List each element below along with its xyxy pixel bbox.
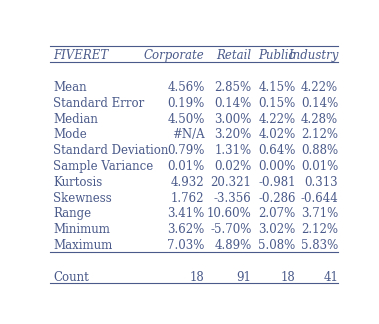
- Text: 3.71%: 3.71%: [301, 207, 338, 220]
- Text: 0.15%: 0.15%: [258, 97, 296, 110]
- Text: 0.01%: 0.01%: [301, 160, 338, 173]
- Text: 4.22%: 4.22%: [301, 81, 338, 94]
- Text: Standard Error: Standard Error: [53, 97, 144, 110]
- Text: 3.62%: 3.62%: [167, 223, 205, 236]
- Text: 10.60%: 10.60%: [207, 207, 252, 220]
- Text: 4.50%: 4.50%: [167, 112, 205, 125]
- Text: #N/A: #N/A: [172, 128, 205, 141]
- Text: 0.01%: 0.01%: [167, 160, 205, 173]
- Text: 2.07%: 2.07%: [258, 207, 296, 220]
- Text: 5.08%: 5.08%: [258, 239, 296, 252]
- Text: Range: Range: [53, 207, 91, 220]
- Text: 18: 18: [190, 271, 205, 284]
- Text: 3.20%: 3.20%: [214, 128, 252, 141]
- Text: Mode: Mode: [53, 128, 87, 141]
- Text: 20.321: 20.321: [211, 176, 252, 189]
- Text: 1.762: 1.762: [171, 191, 205, 204]
- Text: 7.03%: 7.03%: [167, 239, 205, 252]
- Text: FIVERET: FIVERET: [53, 49, 108, 62]
- Text: Sample Variance: Sample Variance: [53, 160, 153, 173]
- Text: 41: 41: [323, 271, 338, 284]
- Text: 0.19%: 0.19%: [167, 97, 205, 110]
- Text: Public: Public: [258, 49, 296, 62]
- Text: 0.02%: 0.02%: [214, 160, 252, 173]
- Text: 4.15%: 4.15%: [258, 81, 296, 94]
- Text: Retail: Retail: [216, 49, 252, 62]
- Text: -0.644: -0.644: [301, 191, 338, 204]
- Text: 4.22%: 4.22%: [258, 112, 296, 125]
- Text: 4.56%: 4.56%: [167, 81, 205, 94]
- Text: Maximum: Maximum: [53, 239, 113, 252]
- Text: 4.02%: 4.02%: [258, 128, 296, 141]
- Text: 18: 18: [281, 271, 296, 284]
- Text: Count: Count: [53, 271, 89, 284]
- Text: Industry: Industry: [288, 49, 338, 62]
- Text: 0.14%: 0.14%: [301, 97, 338, 110]
- Text: -0.286: -0.286: [258, 191, 296, 204]
- Text: 1.31%: 1.31%: [215, 144, 252, 157]
- Text: -5.70%: -5.70%: [210, 223, 252, 236]
- Text: 5.83%: 5.83%: [301, 239, 338, 252]
- Text: Standard Deviation: Standard Deviation: [53, 144, 169, 157]
- Text: Kurtosis: Kurtosis: [53, 176, 102, 189]
- Text: 3.02%: 3.02%: [258, 223, 296, 236]
- Text: Skewness: Skewness: [53, 191, 112, 204]
- Text: 2.85%: 2.85%: [215, 81, 252, 94]
- Text: Corporate: Corporate: [144, 49, 205, 62]
- Text: 4.28%: 4.28%: [301, 112, 338, 125]
- Text: 4.89%: 4.89%: [214, 239, 252, 252]
- Text: 3.00%: 3.00%: [214, 112, 252, 125]
- Text: 0.313: 0.313: [305, 176, 338, 189]
- Text: 0.00%: 0.00%: [258, 160, 296, 173]
- Text: 3.41%: 3.41%: [167, 207, 205, 220]
- Text: 0.64%: 0.64%: [258, 144, 296, 157]
- Text: Mean: Mean: [53, 81, 87, 94]
- Text: 0.88%: 0.88%: [301, 144, 338, 157]
- Text: -3.356: -3.356: [214, 191, 252, 204]
- Text: Median: Median: [53, 112, 98, 125]
- Text: 0.14%: 0.14%: [214, 97, 252, 110]
- Text: 0.79%: 0.79%: [167, 144, 205, 157]
- Text: 4.932: 4.932: [171, 176, 205, 189]
- Text: 2.12%: 2.12%: [301, 223, 338, 236]
- Text: -0.981: -0.981: [258, 176, 296, 189]
- Text: 91: 91: [236, 271, 252, 284]
- Text: 2.12%: 2.12%: [301, 128, 338, 141]
- Text: Minimum: Minimum: [53, 223, 110, 236]
